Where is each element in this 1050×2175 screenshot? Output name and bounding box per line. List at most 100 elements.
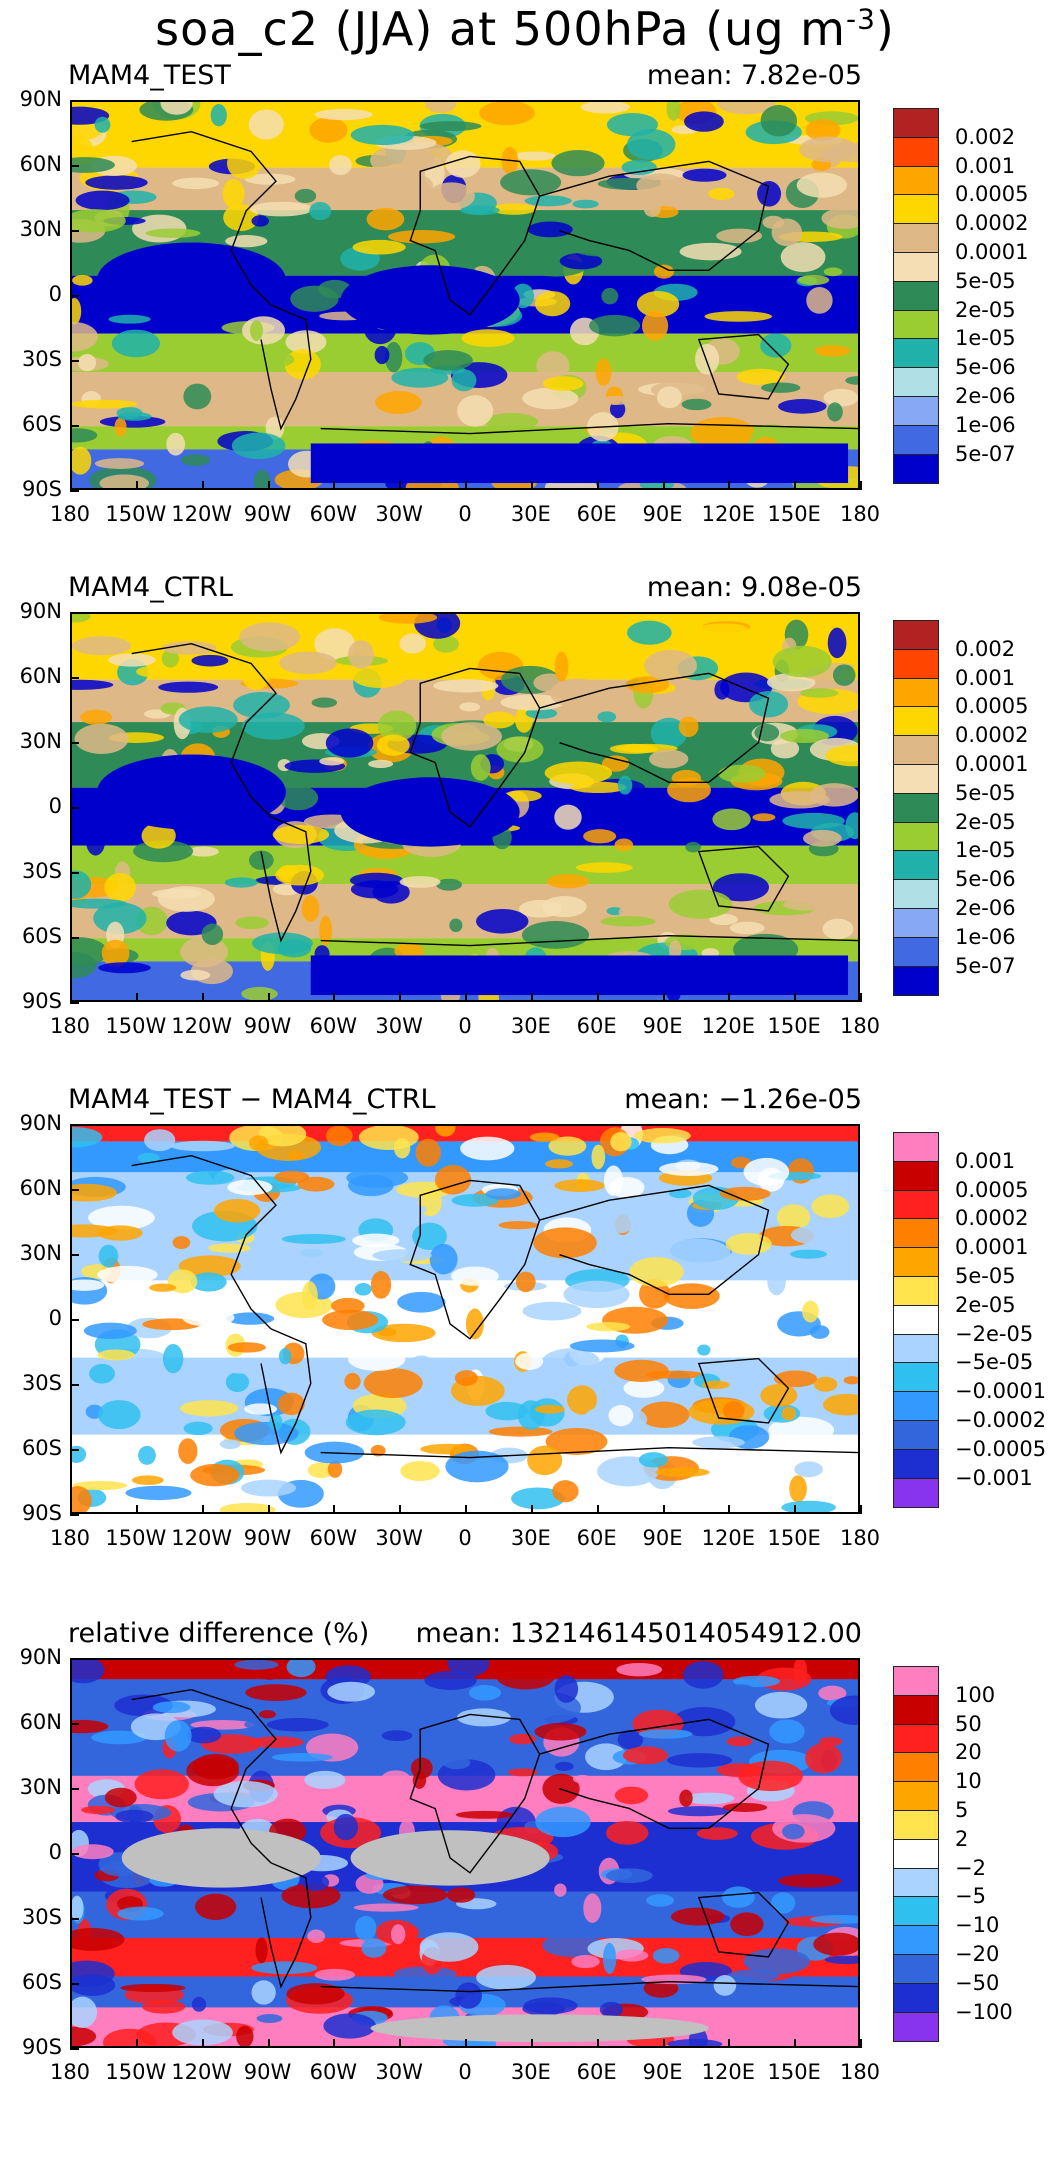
colorbar-box <box>894 166 938 196</box>
colorbar <box>893 1666 939 2043</box>
colorbar-box <box>894 966 938 996</box>
lon-tick <box>399 481 402 490</box>
colorbar-box <box>894 1219 938 1249</box>
colorbar-label: 1e-05 <box>955 838 1016 863</box>
lon-label: 0 <box>458 1014 472 1038</box>
lon-tick <box>201 1505 204 1514</box>
colorbar-box <box>894 1897 938 1927</box>
lat-label: 0 <box>48 794 62 818</box>
colorbar-box <box>894 736 938 765</box>
lon-tick <box>135 481 138 490</box>
lon-tick <box>465 1505 467 1514</box>
lat-label: 30N <box>19 1241 62 1265</box>
panel-mean: mean: −1.26e-05 <box>624 1084 862 1115</box>
lat-tick <box>70 165 79 167</box>
lon-tick <box>794 993 797 1002</box>
colorbar-label: −20 <box>955 1942 1000 1966</box>
lon-tick <box>333 2039 336 2048</box>
lon-tick <box>267 2039 270 2048</box>
lon-tick <box>530 2039 533 2048</box>
colorbar-label: 0.001 <box>955 1148 1016 1173</box>
lat-tick <box>70 1788 79 1790</box>
title-superscript: -3 <box>845 2 876 36</box>
lat-tick <box>70 1319 79 1321</box>
lon-label: 60W <box>309 2060 358 2084</box>
colorbar-label: 0.0001 <box>955 240 1029 264</box>
colorbar-label: 0.0002 <box>955 1206 1029 1231</box>
colorbar-label: −100 <box>955 1999 1013 2024</box>
colorbar-box <box>894 1753 938 1783</box>
colorbar-label: 0.001 <box>955 153 1016 178</box>
lon-label: 60E <box>576 1526 617 1550</box>
colorbar-label: 5 <box>955 1798 969 1822</box>
lon-tick <box>728 481 731 490</box>
colorbar-label: 0.0005 <box>955 1177 1029 1202</box>
colorbar-label: 0.0005 <box>955 694 1029 719</box>
lon-label: 150W <box>105 1014 167 1038</box>
lon-label: 120E <box>701 1014 756 1038</box>
colorbar-label: 5e-07 <box>955 953 1016 978</box>
panel-mean: mean: 132146145014054912.00 <box>415 1618 862 1649</box>
colorbar-box <box>894 1724 938 1754</box>
lon-label: 90W <box>243 1014 292 1038</box>
lat-tick <box>70 1449 79 1451</box>
lon-tick <box>70 993 72 1002</box>
title-text: soa_c2 (JJA) at 500hPa (ug m <box>155 2 846 56</box>
lat-tick <box>70 490 79 492</box>
lon-label: 180 <box>839 502 881 526</box>
colorbar-box <box>894 1276 938 1306</box>
lon-label: 150E <box>767 502 821 526</box>
lon-label: 90E <box>642 1014 683 1038</box>
lat-tick <box>70 2048 79 2050</box>
lon-label: 90W <box>243 1526 292 1550</box>
colorbar-box <box>894 1449 938 1479</box>
lat-tick <box>70 1124 79 1126</box>
map-field <box>72 614 858 1000</box>
panel-mean: mean: 9.08e-05 <box>646 572 862 603</box>
lat-label: 0 <box>48 1306 62 1330</box>
colorbar-box <box>894 1420 938 1450</box>
lon-label: 180 <box>49 502 91 526</box>
colorbar-box <box>894 649 938 679</box>
colorbar-box <box>894 1983 938 2013</box>
colorbar-box <box>894 1305 938 1335</box>
colorbar-box <box>894 1392 938 1421</box>
colorbar <box>893 620 939 997</box>
lon-tick <box>662 481 665 490</box>
lat-label: 30N <box>19 729 62 753</box>
colorbar-box <box>894 1667 938 1696</box>
colorbar-label: 0.002 <box>955 124 1016 149</box>
lat-tick <box>70 360 79 362</box>
lon-label: 60E <box>576 1014 617 1038</box>
lon-label: 30E <box>510 1526 551 1550</box>
lon-tick <box>794 481 797 490</box>
lon-label: 30W <box>375 2060 423 2084</box>
colorbar-label: 1e-06 <box>955 924 1016 949</box>
panel-mean: mean: 7.82e-05 <box>646 60 862 91</box>
colorbar-box <box>894 454 938 484</box>
lon-label: 150E <box>767 1526 821 1550</box>
colorbar-label: 5e-07 <box>955 441 1016 466</box>
lon-tick <box>596 481 599 490</box>
colorbar-box <box>894 1133 938 1162</box>
lon-tick <box>596 2039 599 2048</box>
colorbar-box <box>894 109 938 138</box>
lat-tick <box>70 807 79 809</box>
lon-label: 120W <box>171 502 233 526</box>
lon-label: 90E <box>642 2060 683 2084</box>
panel-title: MAM4_TEST <box>68 60 231 91</box>
colorbar-label: 5e-06 <box>955 355 1016 380</box>
colorbar-label: 0.002 <box>955 636 1016 661</box>
colorbar-label: −0.0002 <box>955 1408 1047 1432</box>
lat-label: 60S <box>21 924 62 948</box>
colorbar-box <box>894 137 938 167</box>
colorbar-box <box>894 621 938 650</box>
lat-label: 60S <box>21 412 62 436</box>
lon-tick <box>399 1505 402 1514</box>
lat-label: 60S <box>21 1436 62 1460</box>
lon-tick <box>201 481 204 490</box>
colorbar-box <box>894 908 938 938</box>
colorbar-label: 0.0001 <box>955 1235 1029 1260</box>
map-panel: MAM4_TEST − MAM4_CTRL mean: −1.26e-05 90N 6… <box>0 1084 1050 1624</box>
panel-title: MAM4_CTRL <box>68 572 233 603</box>
